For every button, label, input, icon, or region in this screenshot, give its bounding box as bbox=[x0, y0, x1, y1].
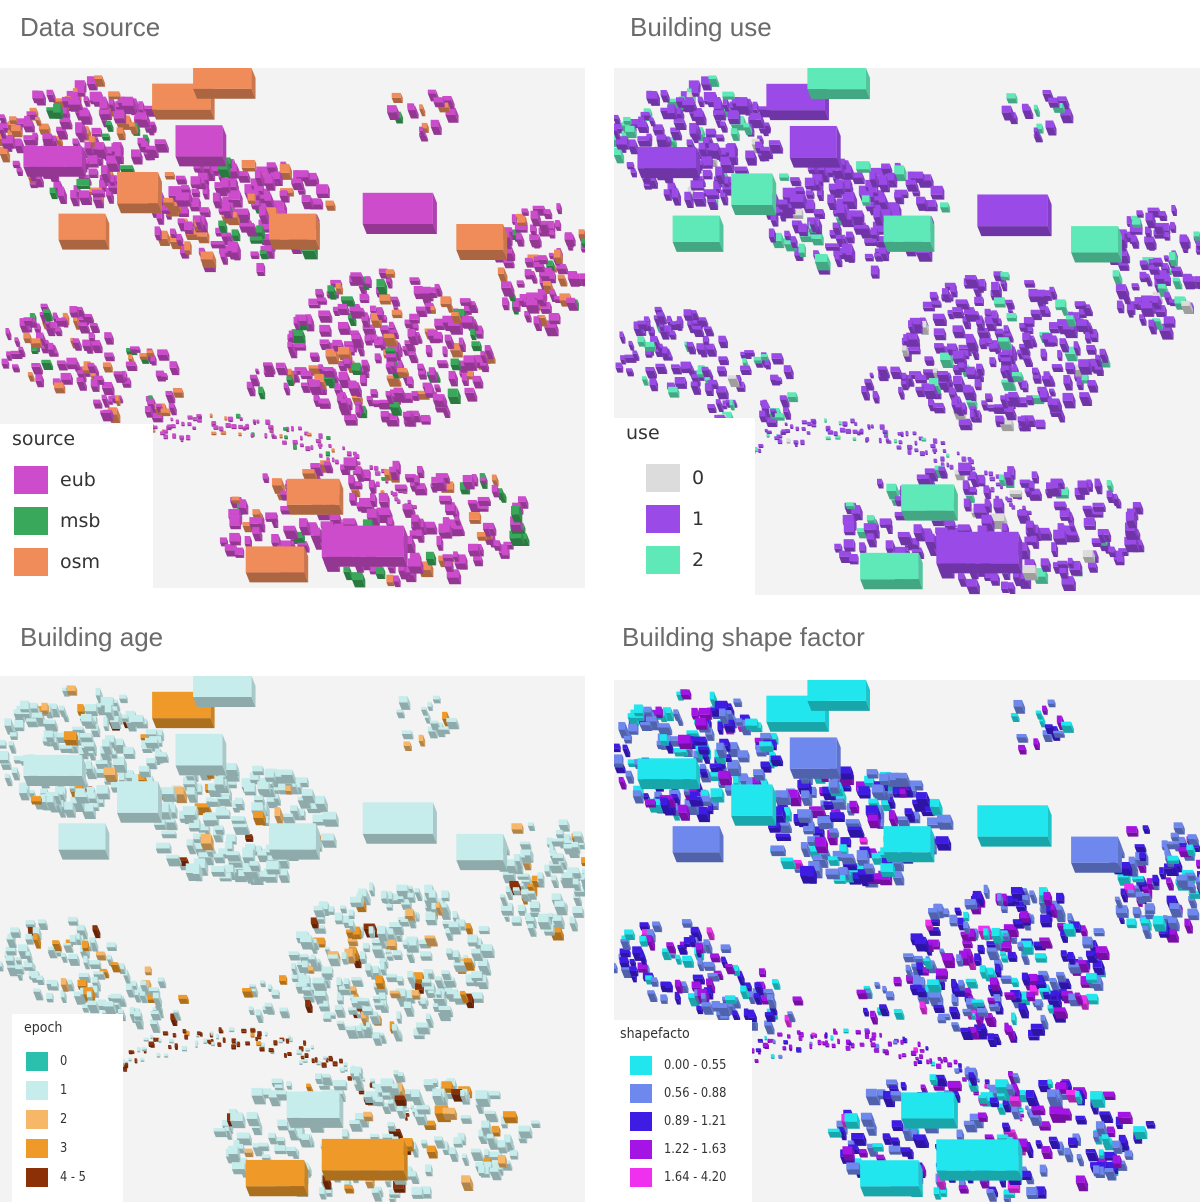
map-building-use[interactable]: use 0 1 2 bbox=[614, 68, 1200, 595]
legend-item-use-2: 2 bbox=[646, 546, 704, 574]
legend-label: eub bbox=[60, 469, 96, 491]
legend-item-msb: msb bbox=[14, 507, 100, 535]
legend-label: msb bbox=[60, 510, 101, 532]
building-footprints-building-shape-factor bbox=[614, 680, 1200, 1202]
legend-swatch bbox=[646, 464, 680, 492]
legend-label: 4 - 5 bbox=[60, 1170, 86, 1185]
legend-item-shape-4: 1.22 - 1.63 bbox=[630, 1140, 735, 1159]
legend-swatch bbox=[26, 1052, 48, 1071]
legend-item-epoch-4-5: 4 - 5 bbox=[26, 1168, 90, 1187]
panel-title-building-use: Building use bbox=[630, 12, 772, 42]
legend-swatch bbox=[646, 546, 680, 574]
legend-label: 3 bbox=[60, 1141, 68, 1156]
legend-item-epoch-0: 0 bbox=[26, 1052, 68, 1071]
legend-title: use bbox=[626, 422, 660, 444]
legend-label: 2 bbox=[60, 1112, 68, 1127]
map-data-source[interactable]: source eub msb osm bbox=[0, 68, 585, 588]
legend-label: 0 bbox=[60, 1054, 68, 1069]
building-footprints-building-age bbox=[0, 676, 585, 1202]
legend-epoch: epoch 0 1 2 3 4 - 5 bbox=[12, 1014, 123, 1202]
legend-swatch bbox=[630, 1112, 652, 1131]
legend-label: 2 bbox=[692, 549, 705, 571]
legend-item-epoch-1: 1 bbox=[26, 1081, 68, 1100]
legend-swatch bbox=[26, 1168, 48, 1187]
panel-title-building-shape-factor: Building shape factor bbox=[622, 622, 865, 652]
legend-swatch bbox=[14, 507, 48, 535]
legend-label: 1.22 - 1.63 bbox=[664, 1142, 727, 1157]
legend-label: 0.00 - 0.55 bbox=[664, 1058, 727, 1073]
legend-swatch bbox=[646, 505, 680, 533]
legend-label: 1 bbox=[692, 508, 705, 530]
legend-label: 1.64 - 4.20 bbox=[664, 1170, 727, 1185]
legend-label: 0.89 - 1.21 bbox=[664, 1114, 727, 1129]
legend-label: 0 bbox=[692, 467, 705, 489]
legend-item-use-1: 1 bbox=[646, 505, 704, 533]
legend-swatch bbox=[630, 1084, 652, 1103]
legend-shapefacto: shapefacto 0.00 - 0.55 0.56 - 0.88 0.89 … bbox=[614, 1020, 752, 1202]
building-footprints-data-source bbox=[0, 68, 585, 588]
legend-swatch bbox=[14, 466, 48, 494]
legend-item-epoch-3: 3 bbox=[26, 1139, 68, 1158]
legend-swatch bbox=[26, 1081, 48, 1100]
building-footprints-building-use bbox=[614, 68, 1200, 595]
legend-swatch bbox=[26, 1110, 48, 1129]
legend-label: osm bbox=[60, 551, 101, 573]
legend-item-epoch-2: 2 bbox=[26, 1110, 68, 1129]
legend-label: 1 bbox=[60, 1083, 68, 1098]
legend-item-shape-5: 1.64 - 4.20 bbox=[630, 1168, 735, 1187]
legend-item-osm: osm bbox=[14, 548, 100, 576]
legend-use: use 0 1 2 bbox=[614, 418, 755, 595]
legend-item-shape-3: 0.89 - 1.21 bbox=[630, 1112, 735, 1131]
legend-item-use-0: 0 bbox=[646, 464, 704, 492]
legend-source: source eub msb osm bbox=[0, 424, 153, 588]
legend-swatch bbox=[14, 548, 48, 576]
legend-swatch bbox=[630, 1056, 652, 1075]
legend-swatch bbox=[630, 1168, 652, 1187]
legend-item-eub: eub bbox=[14, 466, 96, 494]
map-building-age[interactable]: epoch 0 1 2 3 4 - 5 bbox=[0, 676, 585, 1202]
map-building-shape-factor[interactable]: shapefacto 0.00 - 0.55 0.56 - 0.88 0.89 … bbox=[614, 680, 1200, 1202]
legend-title: shapefacto bbox=[620, 1026, 690, 1042]
panel-title-data-source: Data source bbox=[20, 12, 161, 42]
legend-swatch bbox=[630, 1140, 652, 1159]
legend-item-shape-1: 0.00 - 0.55 bbox=[630, 1056, 735, 1075]
legend-swatch bbox=[26, 1139, 48, 1158]
legend-title: source bbox=[12, 428, 76, 450]
panel-title-building-age: Building age bbox=[20, 622, 164, 652]
legend-label: 0.56 - 0.88 bbox=[664, 1086, 727, 1101]
legend-title: epoch bbox=[24, 1020, 63, 1036]
legend-item-shape-2: 0.56 - 0.88 bbox=[630, 1084, 735, 1103]
